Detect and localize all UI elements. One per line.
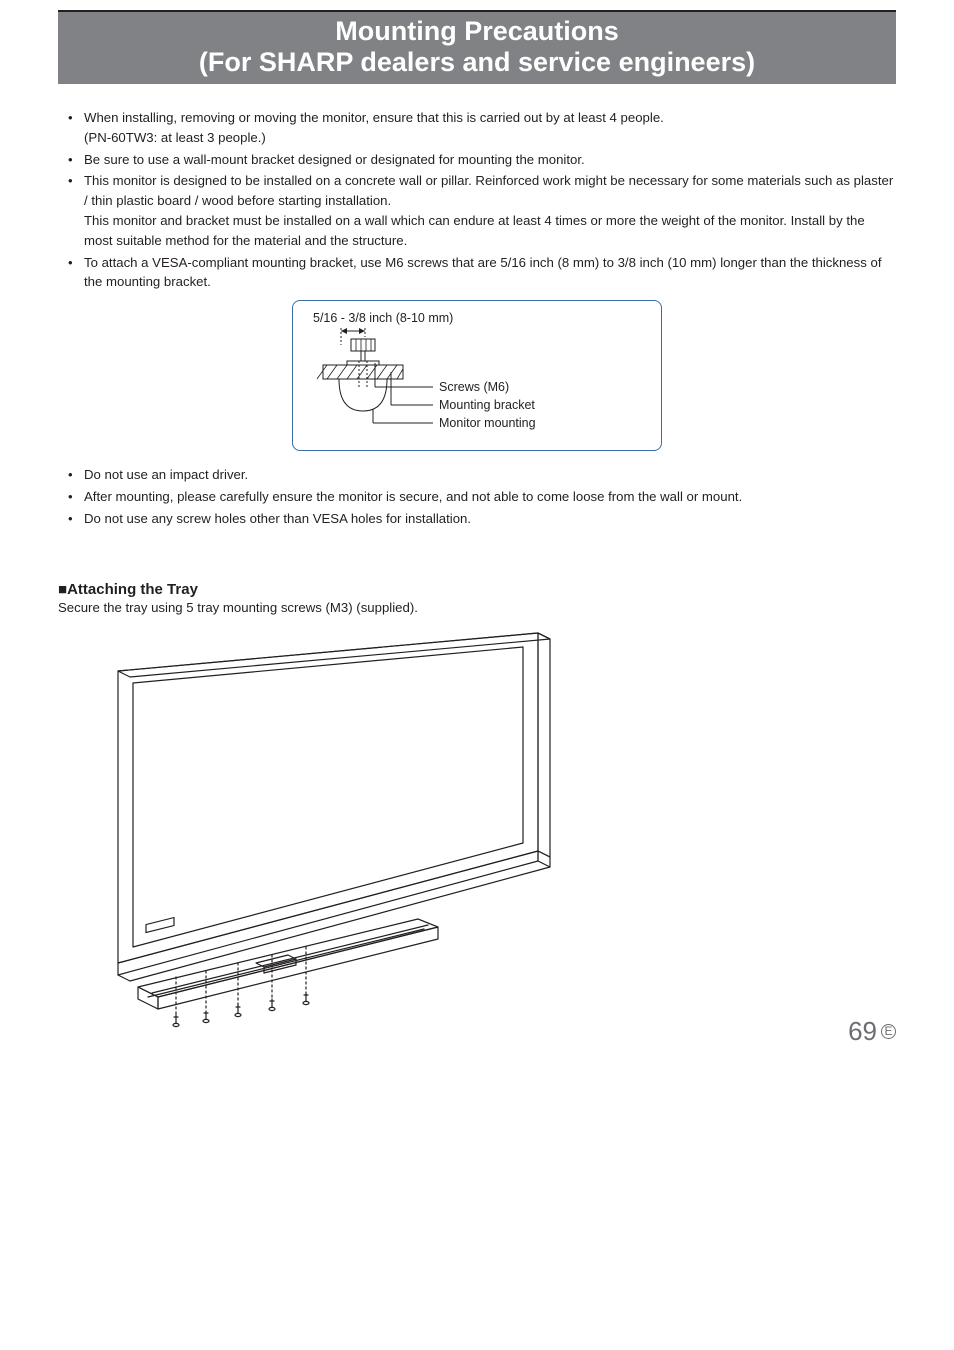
diagram-label-screws: Screws (M6)	[439, 380, 509, 394]
diagram-label-mounting: Monitor mounting	[439, 416, 536, 430]
bullet-subline: (PN-60TW3: at least 3 people.)	[84, 128, 896, 148]
page-marker: E	[881, 1024, 896, 1039]
bullet-text: After mounting, please carefully ensure …	[84, 489, 742, 504]
heading-prefix: ■	[58, 581, 67, 598]
bullet-item: When installing, removing or moving the …	[66, 108, 896, 148]
title-banner: Mounting Precautions (For SHARP dealers …	[58, 10, 896, 84]
bullet-item: Be sure to use a wall-mount bracket desi…	[66, 150, 896, 170]
bullet-text: Do not use an impact driver.	[84, 467, 248, 482]
section-text: Secure the tray using 5 tray mounting sc…	[58, 600, 896, 615]
screw-diagram-box: 5/16 - 3/8 inch (8-10 mm)	[292, 300, 662, 451]
bullet-text: Be sure to use a wall-mount bracket desi…	[84, 152, 585, 167]
bullet-item: After mounting, please carefully ensure …	[66, 487, 896, 507]
page-number-value: 69	[848, 1016, 877, 1047]
diagram-dimension-label: 5/16 - 3/8 inch (8-10 mm)	[313, 311, 645, 325]
screw-diagram-svg: Screws (M6) Mounting bracket Monitor mou…	[313, 325, 643, 440]
bullet-item: To attach a VESA-compliant mounting brac…	[66, 253, 896, 293]
bullet-text: When installing, removing or moving the …	[84, 110, 664, 125]
bullet-text: This monitor is designed to be installed…	[84, 173, 893, 208]
title-line-1: Mounting Precautions	[58, 16, 896, 47]
bullet-list-bottom: Do not use an impact driver. After mounti…	[66, 465, 896, 528]
title-line-2: (For SHARP dealers and service engineers…	[58, 47, 896, 78]
diagram-label-bracket: Mounting bracket	[439, 398, 535, 412]
bullet-item: This monitor is designed to be installed…	[66, 171, 896, 250]
section-heading: ■Attaching the Tray	[58, 581, 896, 598]
bullet-item: Do not use an impact driver.	[66, 465, 896, 485]
heading-text: Attaching the Tray	[67, 581, 198, 598]
monitor-tray-illustration	[88, 623, 608, 1033]
bullet-list-top: When installing, removing or moving the …	[66, 108, 896, 292]
bullet-text: Do not use any screw holes other than VE…	[84, 511, 471, 526]
bullet-text: To attach a VESA-compliant mounting brac…	[84, 255, 881, 290]
bullet-item: Do not use any screw holes other than VE…	[66, 509, 896, 529]
bullet-subline: This monitor and bracket must be install…	[84, 211, 896, 251]
page-number: 69 E	[848, 1016, 896, 1047]
